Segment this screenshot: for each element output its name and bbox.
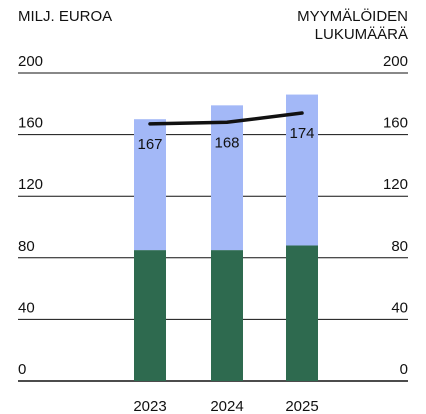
y-tick-label: 120 — [18, 176, 43, 193]
bar-segment — [134, 250, 166, 381]
y2-axis-label: MYYMÄLÖIDEN — [297, 7, 408, 25]
y2-tick-label: 80 — [391, 238, 408, 255]
y-tick-label: 80 — [18, 238, 35, 255]
bar-segment — [286, 94, 318, 246]
bar-segment — [286, 245, 318, 381]
y2-tick-label: 40 — [391, 299, 408, 316]
bar-segment — [211, 250, 243, 381]
y-axis-label: MILJ. EUROA — [18, 8, 112, 25]
y-tick-label: 160 — [18, 115, 43, 132]
y2-tick-label: 200 — [383, 53, 408, 70]
data-label: 174 — [289, 125, 314, 142]
line-series — [148, 111, 304, 126]
y-tick-label: 40 — [18, 299, 35, 316]
bar-segment — [134, 119, 166, 251]
x-tick-label: 2024 — [210, 398, 243, 414]
data-label: 167 — [137, 136, 162, 153]
y2-tick-label: 160 — [383, 115, 408, 132]
data-label: 168 — [214, 134, 239, 151]
y-tick-label: 0 — [18, 361, 26, 378]
x-tick-label: 2025 — [285, 398, 318, 414]
y2-tick-label: 0 — [400, 361, 408, 378]
bar-segment — [211, 105, 243, 251]
y-tick-label: 200 — [18, 53, 43, 70]
y2-tick-label: 120 — [383, 176, 408, 193]
x-tick-label: 2023 — [133, 398, 166, 414]
y2-axis-label: LUKUMÄÄRÄ — [315, 26, 408, 43]
